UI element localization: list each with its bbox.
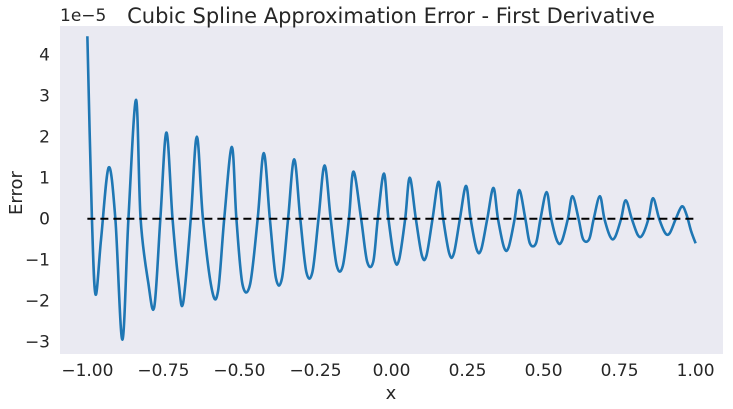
y-tick-label: −2 xyxy=(25,292,50,312)
error-series-line xyxy=(86,36,697,341)
x-tick-label: −1.00 xyxy=(61,361,113,381)
y-tick-label: 0 xyxy=(39,210,50,230)
y-tick-label: 1 xyxy=(39,169,50,189)
y-tick-label: −3 xyxy=(25,333,50,353)
x-tick-label: −0.25 xyxy=(289,361,341,381)
x-tick-label: 0.25 xyxy=(449,361,487,381)
x-tick-label: 1.00 xyxy=(677,361,715,381)
y-tick-label: 4 xyxy=(39,46,50,66)
x-tick-label: 0.50 xyxy=(525,361,563,381)
x-tick-label: −0.50 xyxy=(213,361,265,381)
x-tick-labels: −1.00 −0.75 −0.50 −0.25 0.00 0.25 0.50 0.75 1.00 xyxy=(61,361,714,381)
y-tick-label: −1 xyxy=(25,251,50,271)
y-tick-label: 2 xyxy=(39,128,50,148)
series-layer xyxy=(86,36,697,341)
plot-background xyxy=(60,26,723,354)
y-multiplier-label: 1e−5 xyxy=(60,6,106,26)
y-tick-labels: −3 −2 −1 0 1 2 3 4 xyxy=(25,46,50,353)
y-tick-label: 3 xyxy=(39,87,50,107)
x-tick-label: −0.75 xyxy=(137,361,189,381)
x-tick-label: 0.00 xyxy=(373,361,411,381)
x-axis-label: x xyxy=(386,383,397,404)
y-axis-label: Error xyxy=(6,170,27,214)
x-tick-label: 0.75 xyxy=(601,361,639,381)
chart-title: Cubic Spline Approximation Error - First… xyxy=(127,4,655,28)
